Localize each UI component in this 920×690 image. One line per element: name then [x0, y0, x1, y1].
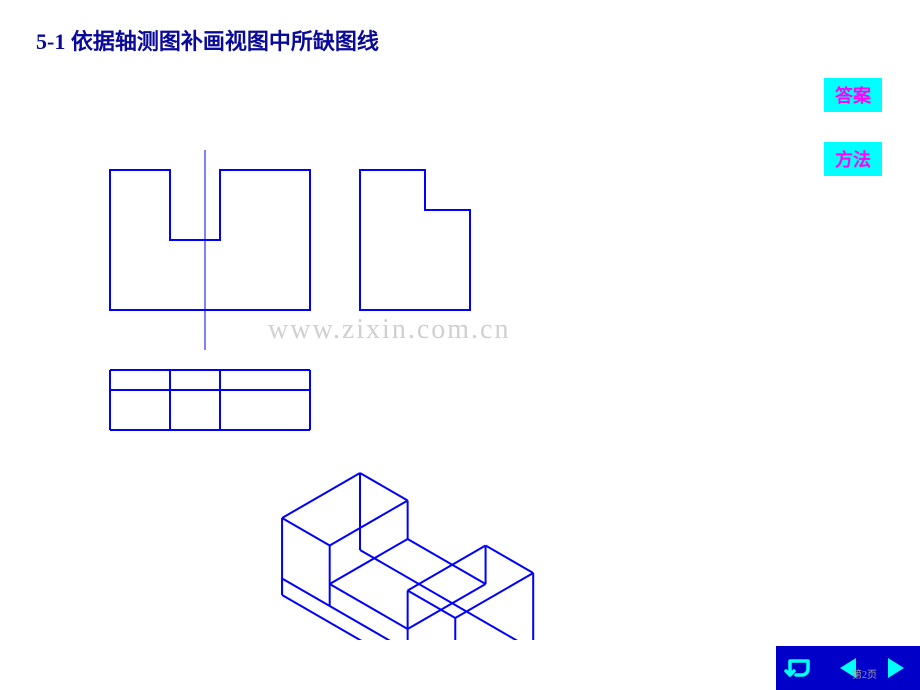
front-view	[110, 170, 310, 310]
nav-return-button[interactable]	[776, 646, 824, 690]
iso-edge	[330, 584, 408, 629]
page-number: 第2页	[852, 666, 877, 681]
iso-edge	[330, 501, 408, 546]
iso-edge	[408, 539, 486, 584]
iso-edge	[282, 473, 360, 518]
side-button-方法[interactable]: 方法	[824, 142, 882, 176]
nav-next-button[interactable]	[872, 646, 920, 690]
side-button-答案[interactable]: 答案	[824, 78, 882, 112]
iso-edge	[360, 473, 408, 501]
drawing-svg	[70, 130, 710, 640]
page-number-text: 第2页	[852, 670, 877, 681]
iso-edge	[408, 591, 456, 619]
iso-edge	[282, 518, 330, 546]
side-view	[360, 170, 470, 310]
next-icon	[884, 655, 908, 681]
title-text: 5-1 依据轴测图补画视图中所缺图线	[36, 29, 379, 54]
iso-edge	[408, 546, 486, 591]
page-title: 5-1 依据轴测图补画视图中所缺图线	[36, 24, 379, 56]
return-icon	[784, 655, 816, 681]
engineering-drawing	[70, 130, 710, 640]
iso-edge	[330, 539, 408, 584]
nav-bar	[776, 646, 920, 690]
iso-edge	[360, 550, 533, 640]
iso-edge	[486, 546, 534, 574]
